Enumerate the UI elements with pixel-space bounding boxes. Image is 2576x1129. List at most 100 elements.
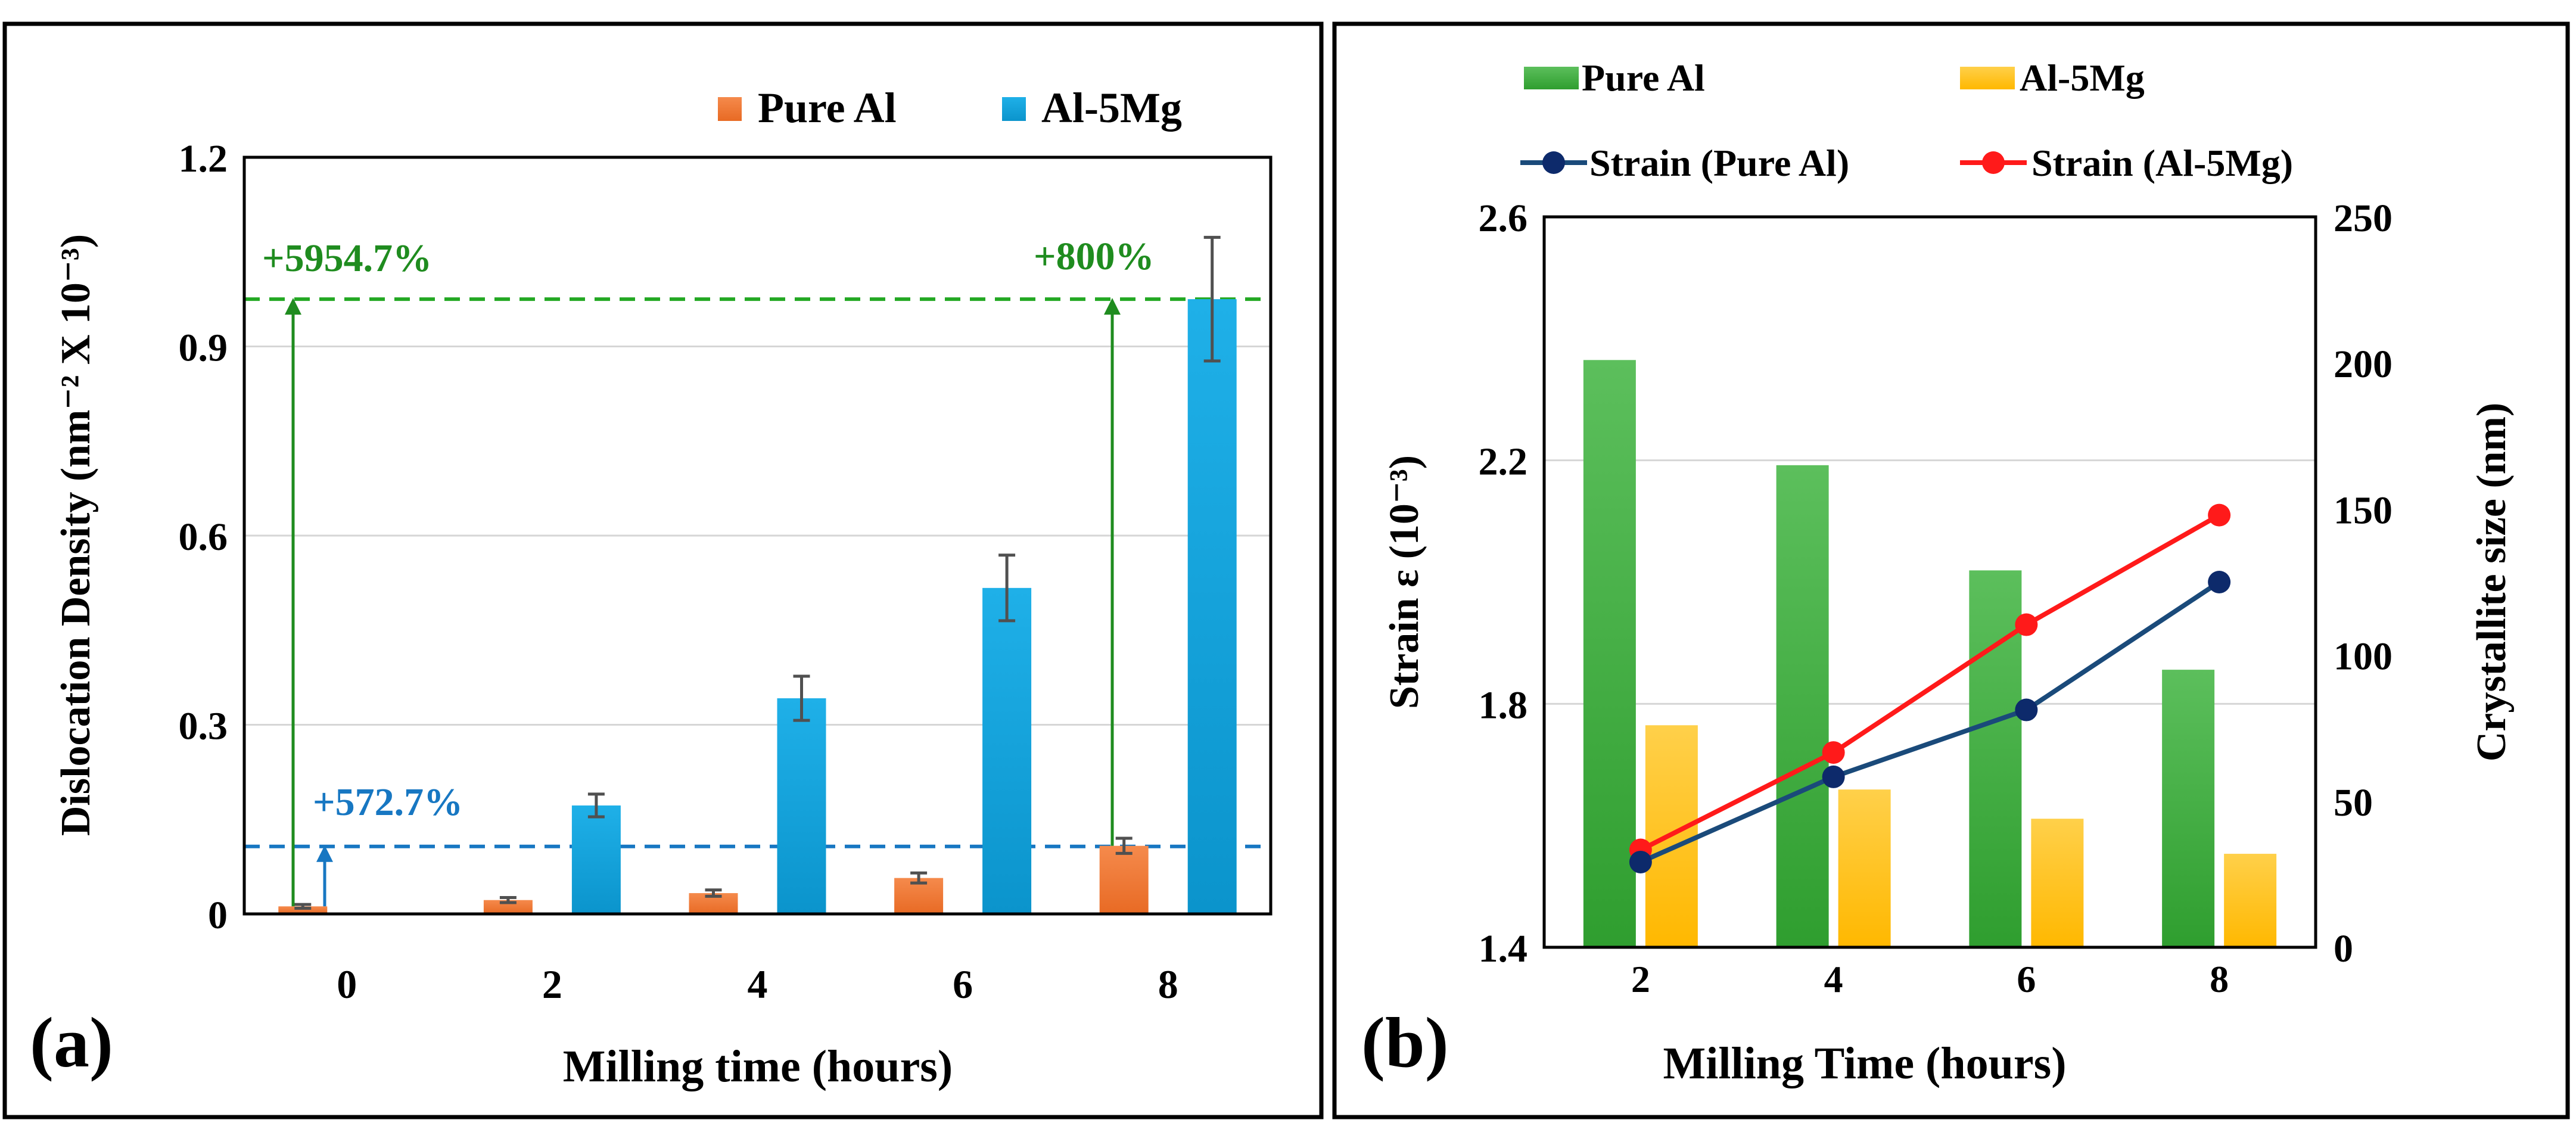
a-errbar-pure-al-6: [910, 871, 928, 885]
b-legend-swatch-pure-al: [1524, 67, 1579, 89]
b-xtick-2: 2: [1631, 958, 1650, 1000]
b-legend-label-strain-pure-al: Strain (Pure Al): [1589, 142, 1849, 184]
b-bars: [1583, 360, 2277, 947]
a-bar-pure-al-2: [483, 900, 533, 914]
b-ytick-right-200: 200: [2334, 343, 2393, 386]
b-ytick-left-1-4: 1.4: [1479, 927, 1528, 971]
b-point-strain-al-5mg-8: [2208, 503, 2231, 527]
b-plot-border: [1542, 215, 2317, 949]
a-ytick-0-3: 0.3: [179, 705, 228, 748]
b-xlabel: Milling Time (hours): [1663, 1038, 2066, 1088]
a-annotation-572: +572.7%: [313, 780, 463, 824]
a-reference-lines: [244, 297, 1271, 848]
b-ytick-right-0: 0: [2334, 927, 2353, 971]
a-ylabel: Dislocation Density (nm⁻² X 10⁻³): [53, 234, 99, 836]
a-bar-pure-al-0: [278, 906, 328, 914]
b-x-tick-labels: 2 4 6 8: [1631, 958, 2229, 1000]
b-bar-al-5mg-8: [2224, 854, 2277, 947]
a-ytick-0-6: 0.6: [179, 515, 228, 559]
b-legend-marker-strain-pure-al: [1542, 151, 1565, 174]
b-ytick-left-1-8: 1.8: [1479, 683, 1528, 727]
panel-a-frame: [2, 21, 1324, 1119]
panel-b-frame: [1332, 21, 2570, 1119]
b-point-strain-pure-al-2: [1629, 850, 1652, 873]
b-panel-label: (b): [1361, 1003, 1449, 1082]
b-xtick-4: 4: [1824, 958, 1843, 1000]
b-bar-pure-al-2: [1583, 360, 1636, 947]
a-xtick-6: 6: [953, 962, 973, 1007]
b-point-strain-pure-al-6: [2015, 698, 2038, 721]
a-arrow-head: [316, 845, 333, 862]
a-bar-pure-al-8: [1099, 845, 1149, 914]
b-bar-al-5mg-4: [1838, 789, 1891, 947]
a-errbar-pure-al-4: [705, 888, 722, 898]
b-ytick-right-250: 250: [2334, 197, 2393, 240]
a-arrow-572-7: [316, 845, 333, 907]
a-bar-al-5mg-4: [777, 698, 826, 914]
b-ylabel-right: Crystallite size (nm): [2469, 403, 2515, 762]
a-errbar-pure-al-8: [1115, 836, 1133, 855]
b-left-tick-labels: 1.4 1.8 2.2 2.6: [1479, 197, 1528, 971]
a-ytick-0: 0: [208, 894, 228, 937]
b-point-strain-pure-al-4: [1822, 765, 1845, 788]
a-gridlines: [244, 346, 1271, 726]
a-legend-swatch-pure-al: [718, 97, 742, 121]
b-legend-label-al5mg: Al-5Mg: [2020, 57, 2145, 99]
a-ytick-1-2: 1.2: [179, 137, 228, 181]
b-ytick-right-150: 150: [2334, 489, 2393, 532]
a-legend-swatch-al5mg: [1002, 97, 1026, 121]
a-errbar-al-5mg-6: [998, 553, 1016, 623]
a-annotation-5954: +5954.7%: [262, 237, 432, 280]
b-bar-pure-al-6: [1969, 570, 2022, 947]
b-bar-al-5mg-6: [2031, 819, 2084, 947]
a-xlabel: Milling time (hours): [563, 1041, 953, 1091]
a-bars: [278, 299, 1237, 914]
a-legend-label-pure-al: Pure Al: [758, 84, 897, 132]
a-arrows: [285, 298, 1121, 907]
a-xtick-2: 2: [542, 962, 562, 1007]
a-legend-label-al5mg: Al-5Mg: [1041, 84, 1182, 132]
b-line-strain-pure-al: [1639, 580, 2221, 864]
b-bar-pure-al-8: [2162, 670, 2215, 947]
b-xtick-6: 6: [2017, 958, 2036, 1000]
b-right-tick-labels: 0 50 100 150 200 250: [2334, 197, 2393, 971]
b-ylabel-left: Strain ε (10⁻³): [1382, 455, 1427, 709]
a-arrow-5954-7: [285, 298, 301, 907]
a-arrow-800: [1104, 298, 1121, 846]
a-ytick-0-9: 0.9: [179, 326, 228, 370]
a-arrow-head: [285, 298, 301, 315]
a-error-bars: [294, 235, 1221, 910]
b-ytick-right-50: 50: [2334, 781, 2373, 825]
b-point-strain-pure-al-8: [2208, 571, 2231, 593]
b-point-strain-al-5mg-4: [1822, 741, 1845, 764]
a-xtick-4: 4: [748, 962, 768, 1007]
a-errbar-al-5mg-8: [1203, 235, 1221, 363]
a-xtick-0: 0: [337, 962, 357, 1007]
b-legend-marker-strain-al5mg: [1982, 151, 2005, 174]
a-errbar-al-5mg-4: [793, 674, 810, 722]
b-ytick-left-2-6: 2.6: [1479, 197, 1528, 240]
a-xtick-8: 8: [1158, 962, 1178, 1007]
b-legend-label-pure-al: Pure Al: [1582, 57, 1705, 99]
b-xtick-8: 8: [2210, 958, 2229, 1000]
a-errbar-al-5mg-2: [587, 792, 605, 819]
b-ytick-left-2-2: 2.2: [1479, 440, 1528, 484]
panel-a-chart: 0 0.3 0.6 0.9 1.2 0 2 4 6 8 +5954.7% +572.7% +80…: [30, 84, 1273, 1091]
b-line-strain-al-5mg: [1639, 513, 2221, 853]
b-legend-swatch-al5mg: [1960, 67, 2015, 89]
b-legend-label-strain-al5mg: Strain (Al-5Mg): [2031, 142, 2293, 184]
a-errbar-pure-al-0: [294, 903, 312, 910]
b-series-strain-al-5mg: [1629, 503, 2231, 861]
a-arrow-head: [1104, 298, 1121, 315]
a-panel-label: (a): [30, 1003, 113, 1082]
a-bar-al-5mg-8: [1187, 299, 1237, 914]
panel-b-chart: 1.4 1.8 2.2 2.6 0 50 100 150 200 250 2 4 6 8 Strain…: [1361, 57, 2515, 1088]
b-bar-pure-al-4: [1776, 465, 1829, 947]
a-x-tick-labels: 0 2 4 6 8: [337, 962, 1178, 1007]
a-bar-al-5mg-6: [982, 587, 1032, 914]
a-y-tick-labels: 0 0.3 0.6 0.9 1.2: [179, 137, 228, 937]
b-ytick-right-100: 100: [2334, 635, 2393, 679]
a-annotation-800: +800%: [1034, 235, 1155, 278]
a-plot-border: [242, 155, 1273, 916]
